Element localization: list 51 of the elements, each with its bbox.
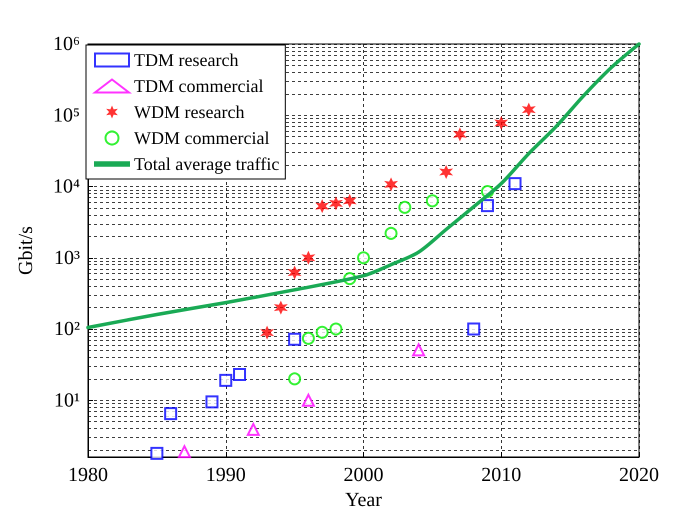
y-tick-label: 10¹: [54, 389, 80, 412]
x-axis-title: Year: [345, 488, 382, 511]
point: [316, 326, 329, 339]
point: [288, 332, 302, 346]
point: [288, 266, 302, 280]
x-tick-label: 2010: [481, 464, 522, 486]
x-tick-label: 1990: [206, 464, 246, 486]
y-tick-label: 10³: [54, 246, 80, 269]
y-tick-label: 10⁵: [53, 104, 80, 126]
point: [329, 322, 342, 336]
point: [302, 332, 315, 345]
legend-label: WDM research: [134, 102, 244, 122]
point: [233, 368, 246, 382]
point: [357, 251, 370, 264]
point: [384, 177, 398, 192]
x-tick-label: 1980: [68, 464, 108, 486]
point: [398, 200, 412, 214]
point: [274, 300, 288, 315]
point: [246, 422, 260, 436]
point: [342, 194, 357, 208]
x-tick-label: 2020: [619, 464, 659, 486]
y-tick-label: 10⁶: [53, 33, 80, 55]
point: [412, 343, 426, 356]
point: [508, 177, 522, 190]
point: [205, 395, 218, 408]
point: [467, 322, 480, 336]
point: [302, 394, 315, 407]
x-tick-label: 2000: [344, 464, 384, 486]
point: [439, 164, 454, 179]
point: [288, 372, 302, 386]
point: [426, 194, 439, 208]
legend-label: WDM commercial: [134, 128, 270, 148]
point: [301, 250, 316, 265]
point: [452, 127, 467, 142]
point: [260, 326, 274, 340]
point: [480, 199, 494, 212]
point: [219, 374, 232, 387]
point: [164, 407, 178, 420]
point: [522, 102, 536, 117]
point: [384, 226, 398, 240]
point: [315, 199, 330, 214]
y-axis-title: Gbit/s: [15, 226, 37, 275]
legend-label: Total average traffic: [134, 154, 280, 174]
point: [178, 445, 191, 458]
point: [328, 196, 343, 210]
y-tick-label: 10⁴: [53, 176, 80, 198]
y-tick-label: 10²: [54, 318, 80, 340]
legend-label: TDM commercial: [134, 76, 264, 96]
point: [494, 116, 508, 130]
legend-label: TDM research: [134, 50, 238, 70]
point: [150, 446, 164, 460]
